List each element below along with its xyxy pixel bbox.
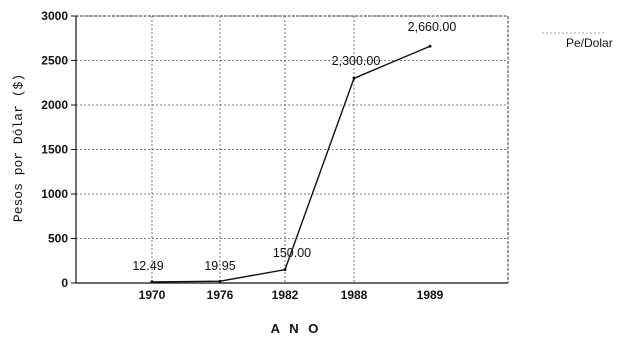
x-tick-label: 1988 bbox=[341, 288, 368, 302]
y-tick-label: 0 bbox=[61, 276, 68, 290]
data-point bbox=[150, 280, 154, 284]
legend: Pe/Dolar bbox=[542, 32, 613, 50]
x-tick-label: 1970 bbox=[139, 288, 166, 302]
data-point bbox=[218, 279, 222, 283]
data-label: 150.00 bbox=[273, 246, 311, 260]
x-tick-label: 1976 bbox=[207, 288, 234, 302]
data-label: 2,660.00 bbox=[408, 20, 457, 34]
y-tick-label: 1500 bbox=[41, 143, 68, 157]
data-label: 19.95 bbox=[204, 259, 235, 273]
y-axis-title: Pesos por Dólar ($) bbox=[11, 74, 26, 222]
y-tick-label: 1000 bbox=[41, 187, 68, 201]
legend-label: Pe/Dolar bbox=[566, 36, 613, 50]
y-tick-label: 3000 bbox=[41, 9, 68, 23]
data-point bbox=[428, 44, 432, 48]
labels: 0 500 1000 1500 2000 2500 3000 1970 1976 1982 1988… bbox=[41, 9, 456, 302]
data-label: 2,300.00 bbox=[332, 54, 381, 68]
x-tick-label: 1982 bbox=[272, 288, 299, 302]
y-tick-label: 500 bbox=[48, 232, 68, 246]
x-axis-title: A N O bbox=[271, 321, 322, 336]
data-point bbox=[283, 268, 287, 272]
data-label: 12.49 bbox=[132, 259, 163, 273]
axes bbox=[71, 15, 509, 284]
data-point bbox=[352, 76, 356, 80]
x-tick-label: 1989 bbox=[417, 288, 444, 302]
y-tick-label: 2500 bbox=[41, 54, 68, 68]
y-tick-label: 2000 bbox=[41, 98, 68, 112]
series bbox=[150, 44, 432, 284]
grid bbox=[76, 15, 508, 283]
